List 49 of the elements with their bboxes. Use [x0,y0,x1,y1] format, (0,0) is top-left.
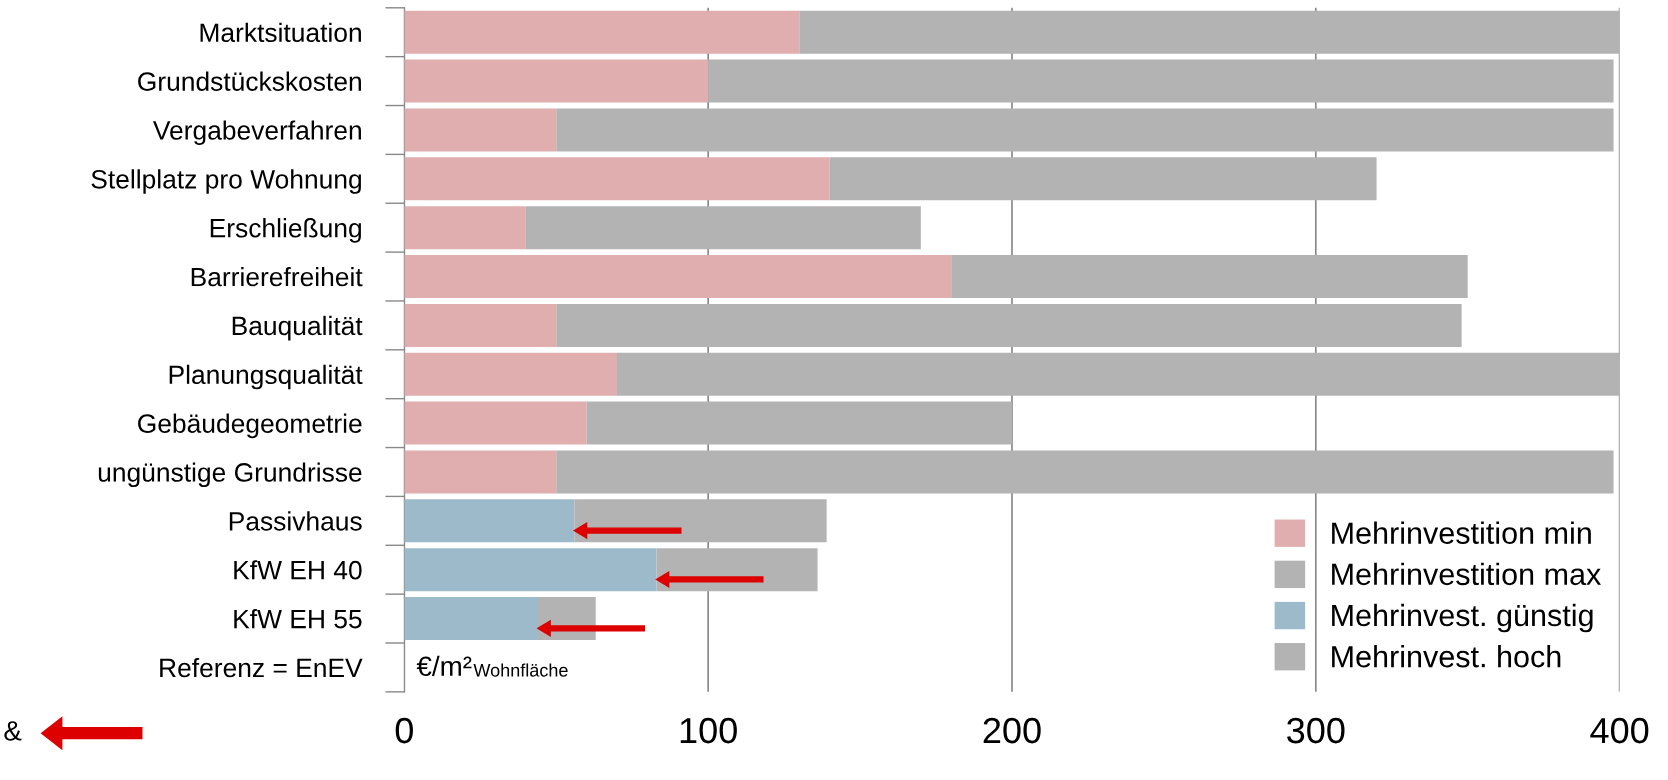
bar [404,548,657,592]
bar [404,157,830,201]
y-tick-label: Marktsituation [200,22,361,43]
bar [404,303,557,347]
x-tick-label: 100 [680,717,737,744]
y-tick-label: ungünstige Grundrisse [98,462,362,488]
bar [404,352,617,396]
bar [556,450,1614,494]
bar [404,59,709,103]
bar [586,401,1012,445]
bar [404,401,587,445]
y-tick-label: Erschließung [210,218,361,243]
bar [799,10,1620,54]
y-tick-label: Stellplatz pro Wohnung [91,169,361,194]
x-tick-label: 200 [983,717,1041,744]
bar [829,157,1377,201]
bar [404,450,557,494]
text: & [4,721,22,741]
bar [404,10,800,54]
bar [404,108,557,152]
y-tick-label: KfW EH 40 [234,560,362,580]
y-tick-label: Grundstückskosten [138,71,361,91]
bar [617,352,1620,396]
y-tick-label: Gebäudegeometrie [138,413,362,439]
y-tick-label: Referenz = EnEV [160,657,363,678]
y-tick-label: Planungsqualität [169,364,363,390]
x-tick-label: 0 [395,717,413,744]
y-tick-label: Barrierefreiheit [191,266,363,287]
legend-label: Mehrinvestition max [1332,562,1601,586]
bar [404,597,539,641]
bar [708,59,1614,103]
legend-label: Mehrinvest. günstig [1332,603,1593,633]
bar [556,303,1462,347]
y-tick-label: KfW EH 55 [234,609,362,629]
bar [404,255,952,299]
x-tick-label: 300 [1287,717,1345,744]
y-tick-label: Vergabeverfahren [152,120,361,145]
y-tick-label: Passivhaus [229,511,362,531]
y-tick-label: Bauqualität [232,315,363,341]
annotation: €/m²Wohnfläche [416,655,568,677]
bar [404,206,526,250]
bar [404,499,575,543]
bar [525,206,921,250]
bar [574,499,827,543]
x-tick-label: 400 [1590,717,1649,744]
bar [951,255,1468,299]
legend-label: Mehrinvest. hoch [1332,645,1561,668]
bar [556,108,1614,152]
legend-label: Mehrinvestition min [1332,521,1591,544]
